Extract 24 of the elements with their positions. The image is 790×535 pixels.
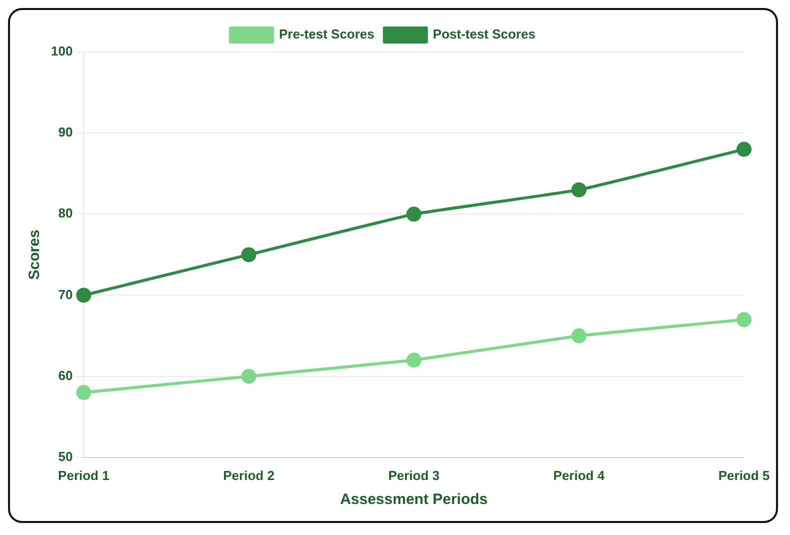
point — [241, 368, 256, 384]
point — [406, 352, 422, 368]
y-axis-title: Scores — [26, 230, 44, 280]
y-tick-label: 80 — [58, 206, 73, 221]
y-tick-label: 70 — [58, 286, 73, 302]
point — [76, 288, 92, 303]
y-tick-label: 100 — [50, 44, 73, 59]
legend-label: Post-test Scores — [432, 26, 536, 42]
y-tick-label: 90 — [58, 124, 73, 140]
point — [406, 206, 422, 222]
point — [571, 182, 586, 198]
point — [241, 247, 256, 262]
point — [736, 312, 752, 328]
y-tick-label: 50 — [58, 448, 73, 464]
point — [76, 385, 92, 400]
point — [571, 328, 586, 344]
x-tick-label: Period 3 — [388, 468, 440, 483]
legend-label: Pre-test Scores — [279, 26, 374, 42]
x-tick-label: Period 1 — [58, 468, 110, 483]
y-tick-label: 60 — [58, 368, 73, 383]
x-tick-label: Period 2 — [223, 468, 274, 483]
point — [736, 142, 752, 157]
x-tick-label: Period 5 — [718, 468, 770, 483]
x-tick-label: Period 4 — [553, 468, 606, 483]
